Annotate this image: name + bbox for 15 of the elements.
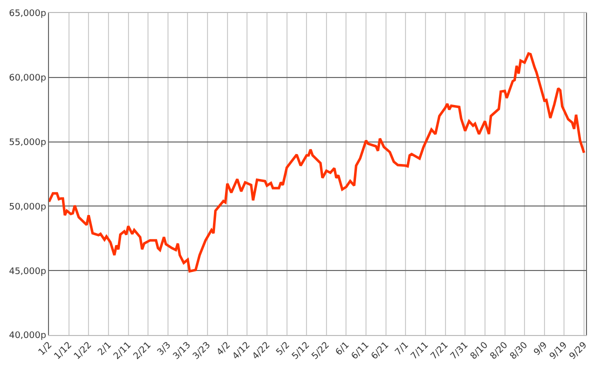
x-tick-label: 9/9 [532,340,550,358]
y-tick-label: 60,000p [8,74,46,84]
y-tick-label: 45,000p [8,266,46,277]
x-tick-label: 1/2 [36,340,54,358]
x-tick-label: 4/2 [215,340,233,358]
y-tick-label: 50,000p [8,202,46,212]
x-tick-label: 5/2 [274,340,292,358]
x-tick-label: 3/3 [156,340,174,358]
y-tick-label: 40,000p [8,331,46,342]
y-tick-label: 55,000p [8,138,46,148]
x-tick-label: 2/1 [96,340,114,358]
y-tick-label: 65,000p [8,9,46,20]
x-tick-label: 7/1 [394,340,411,358]
line-series [49,52,586,272]
x-tick-label: 6/1 [334,340,352,358]
